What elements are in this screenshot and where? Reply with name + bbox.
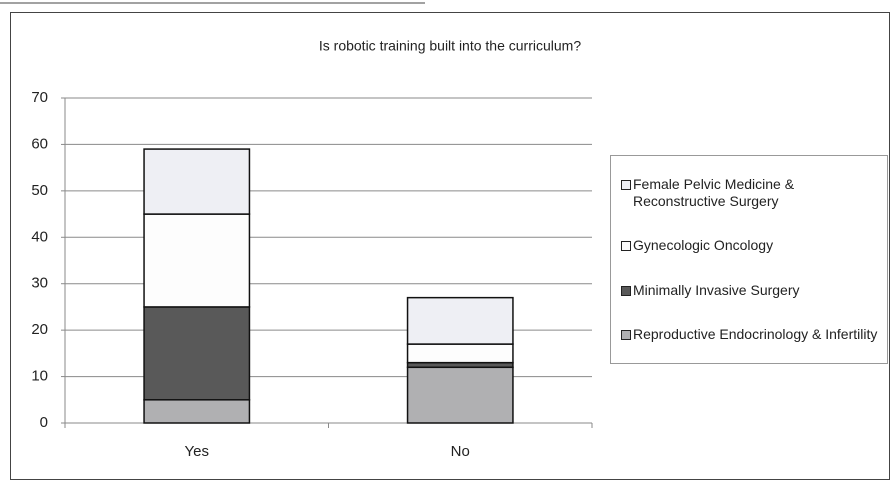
legend-swatch <box>621 241 631 252</box>
legend-entry: Reproductive Endocrinology & Infertility <box>621 326 879 343</box>
legend-swatch <box>621 330 631 341</box>
y-tick-label: 40 <box>31 228 48 245</box>
chart-title: Is robotic training built into the curri… <box>319 38 581 54</box>
y-tick-label: 20 <box>31 321 48 338</box>
legend: Female Pelvic Medicine & Reconstructive … <box>610 155 888 364</box>
y-tick-label: 10 <box>31 368 48 385</box>
bar-segment <box>143 306 251 401</box>
y-tick-label: 30 <box>31 275 48 292</box>
legend-entry: Female Pelvic Medicine & Reconstructive … <box>621 176 879 210</box>
y-tick-label: 50 <box>31 182 48 199</box>
legend-swatch <box>621 285 631 296</box>
y-tick-label: 0 <box>40 414 48 431</box>
legend-label: Gynecologic Oncology <box>633 237 774 254</box>
legend-label: Reproductive Endocrinology & Infertility <box>633 326 878 343</box>
y-tick-label: 70 <box>31 89 48 106</box>
legend-label: Female Pelvic Medicine & Reconstructive … <box>633 175 795 209</box>
bar-segment <box>143 399 251 424</box>
y-tick-label: 60 <box>31 135 48 152</box>
bar-segment <box>406 343 514 364</box>
bar-segment <box>143 148 251 215</box>
bar-segment <box>406 366 514 424</box>
bar-segment <box>406 296 514 345</box>
legend-label: Minimally Invasive Surgery <box>633 281 800 298</box>
legend-entry: Gynecologic Oncology <box>621 237 879 254</box>
legend-swatch <box>621 179 631 190</box>
bar-segment <box>143 213 251 308</box>
x-tick-label: No <box>451 443 470 460</box>
x-tick-label: Yes <box>185 443 209 460</box>
legend-entry: Minimally Invasive Surgery <box>621 282 879 299</box>
